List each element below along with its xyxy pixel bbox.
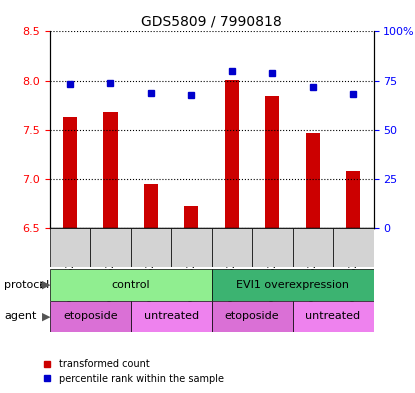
Bar <box>144 184 158 228</box>
Bar <box>212 301 293 332</box>
Bar <box>225 80 239 228</box>
Bar <box>131 228 171 267</box>
Bar <box>252 228 293 267</box>
Bar <box>293 228 333 267</box>
Bar <box>346 171 360 228</box>
Bar <box>63 117 77 228</box>
Bar <box>212 228 252 267</box>
Text: EVI1 overexpression: EVI1 overexpression <box>236 280 349 290</box>
Bar <box>333 228 374 267</box>
Bar <box>212 269 374 301</box>
Legend: transformed count, percentile rank within the sample: transformed count, percentile rank withi… <box>38 356 228 388</box>
Bar <box>265 96 279 228</box>
Bar <box>293 301 374 332</box>
Bar <box>103 112 117 228</box>
Text: protocol: protocol <box>4 280 49 290</box>
Bar <box>50 228 90 267</box>
Text: control: control <box>111 280 150 290</box>
Bar <box>306 133 320 228</box>
Bar <box>50 301 131 332</box>
Text: agent: agent <box>4 311 37 321</box>
Bar <box>171 228 212 267</box>
Bar <box>184 206 198 228</box>
Text: ▶: ▶ <box>42 311 50 321</box>
Bar <box>90 228 131 267</box>
Title: GDS5809 / 7990818: GDS5809 / 7990818 <box>141 15 282 29</box>
Text: etoposide: etoposide <box>63 311 117 321</box>
Text: ▶: ▶ <box>42 280 50 290</box>
Bar <box>131 301 212 332</box>
Text: etoposide: etoposide <box>225 311 279 321</box>
Text: untreated: untreated <box>144 311 199 321</box>
Bar <box>50 269 212 301</box>
Text: untreated: untreated <box>305 311 361 321</box>
